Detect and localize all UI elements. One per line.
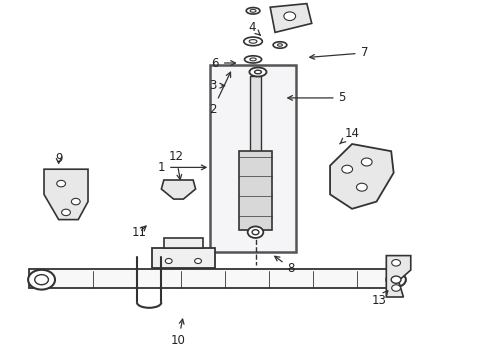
Ellipse shape bbox=[390, 276, 400, 283]
Ellipse shape bbox=[244, 56, 261, 63]
Ellipse shape bbox=[249, 58, 256, 61]
Bar bbox=[210, 65, 295, 252]
Ellipse shape bbox=[252, 230, 259, 235]
Text: 11: 11 bbox=[132, 226, 146, 239]
Text: 12: 12 bbox=[168, 150, 183, 180]
Circle shape bbox=[391, 260, 400, 266]
Ellipse shape bbox=[254, 70, 261, 74]
Circle shape bbox=[71, 198, 80, 205]
Circle shape bbox=[283, 12, 295, 21]
Circle shape bbox=[341, 165, 352, 173]
Ellipse shape bbox=[249, 9, 256, 12]
Polygon shape bbox=[386, 256, 410, 297]
Ellipse shape bbox=[272, 42, 286, 48]
Text: 2: 2 bbox=[208, 72, 230, 116]
Ellipse shape bbox=[247, 226, 263, 238]
Ellipse shape bbox=[35, 275, 48, 285]
Text: 13: 13 bbox=[371, 291, 387, 307]
Ellipse shape bbox=[249, 68, 266, 77]
Polygon shape bbox=[329, 144, 393, 209]
Bar bbox=[29, 269, 390, 288]
Text: 6: 6 bbox=[211, 57, 235, 69]
Text: 9: 9 bbox=[55, 152, 62, 165]
Bar bbox=[249, 76, 261, 155]
Text: 4: 4 bbox=[247, 21, 260, 35]
Circle shape bbox=[361, 158, 371, 166]
Text: 1: 1 bbox=[157, 161, 205, 174]
Ellipse shape bbox=[386, 273, 405, 287]
Bar bbox=[151, 248, 215, 268]
Ellipse shape bbox=[28, 270, 55, 289]
Polygon shape bbox=[44, 169, 88, 220]
Polygon shape bbox=[161, 180, 195, 199]
Bar bbox=[163, 238, 203, 248]
Text: 5: 5 bbox=[287, 91, 346, 104]
Circle shape bbox=[57, 180, 65, 187]
Circle shape bbox=[194, 258, 201, 264]
Ellipse shape bbox=[277, 44, 282, 46]
Text: 7: 7 bbox=[309, 46, 367, 59]
Circle shape bbox=[356, 183, 366, 191]
Ellipse shape bbox=[243, 37, 262, 46]
Circle shape bbox=[165, 258, 172, 264]
Ellipse shape bbox=[248, 40, 256, 43]
Text: 3: 3 bbox=[208, 79, 224, 92]
Ellipse shape bbox=[245, 8, 260, 14]
Polygon shape bbox=[269, 4, 311, 32]
Circle shape bbox=[391, 285, 400, 291]
Text: 10: 10 bbox=[171, 319, 185, 347]
Circle shape bbox=[61, 209, 70, 216]
Text: 8: 8 bbox=[274, 256, 294, 275]
Bar bbox=[239, 151, 271, 230]
Text: 14: 14 bbox=[339, 127, 359, 144]
